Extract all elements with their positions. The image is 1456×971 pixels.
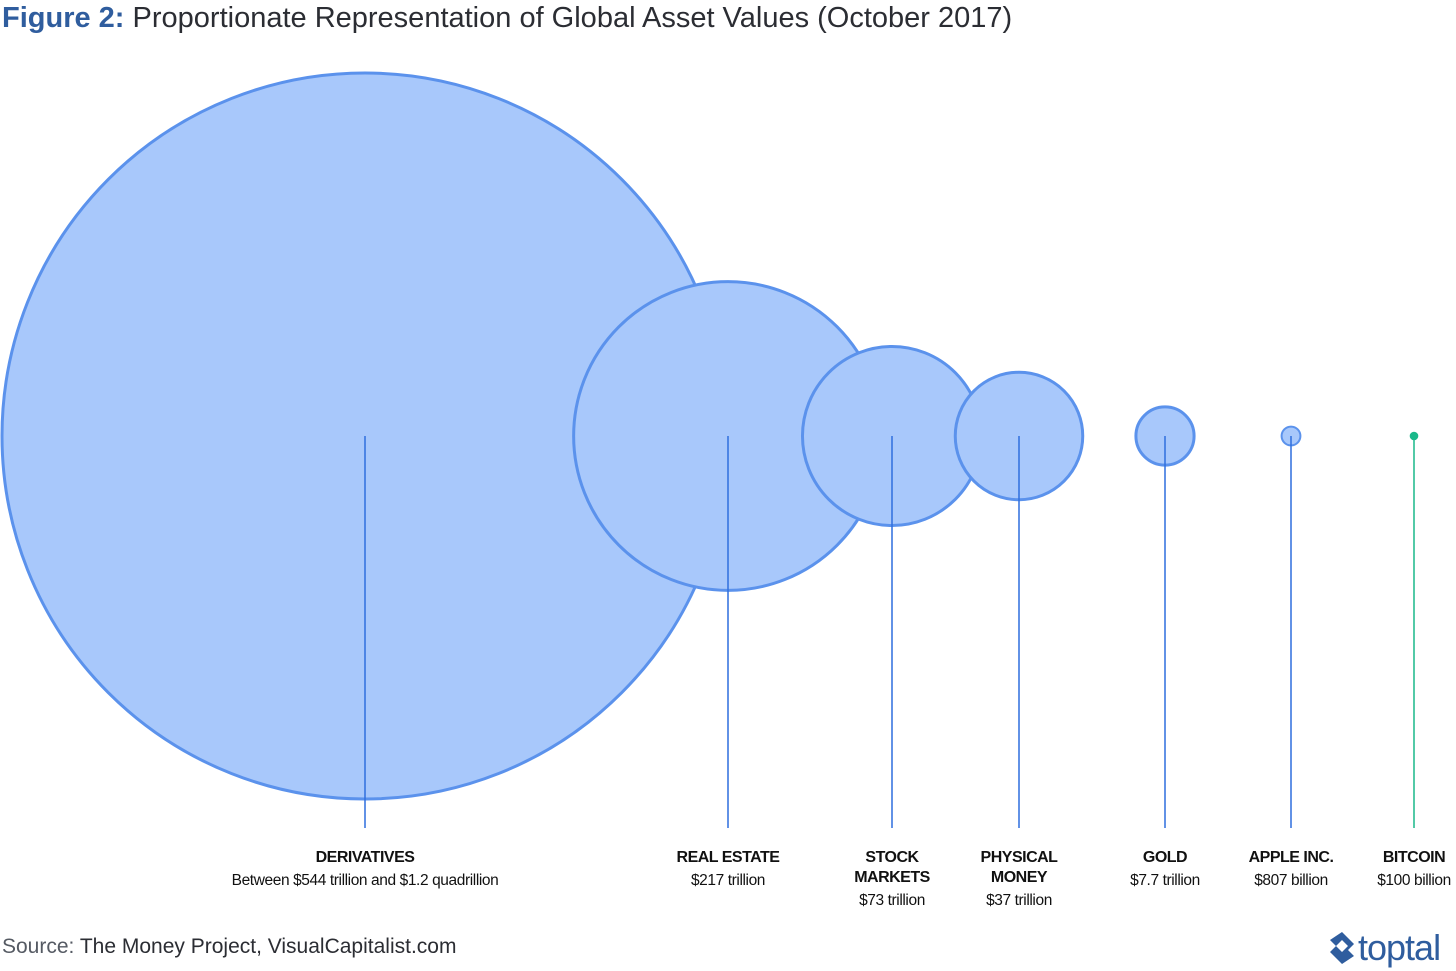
label-stock-markets-line-1: STOCK [865,849,919,866]
label-gold: GOLD [1143,849,1187,866]
value-derivatives: Between $544 trillion and $1.2 quadrilli… [232,872,499,889]
label-stock-markets-line-2: MARKETS [854,869,930,886]
value-bitcoin: $100 billion [1377,872,1451,889]
label-physical-money-line-2: MONEY [991,869,1048,886]
label-derivatives: DERIVATIVES [316,849,416,866]
value-stock-markets: $73 trillion [859,892,925,909]
value-real-estate: $217 trillion [691,872,765,889]
label-bitcoin: BITCOIN [1383,849,1445,866]
source-text: The Money Project, VisualCapitalist.com [79,935,457,958]
figure-label: Figure 2: [2,2,125,34]
figure-title: Proportionate Representation of Global A… [132,2,1013,34]
value-apple-inc: $807 billion [1254,872,1328,889]
value-physical-money: $37 trillion [986,892,1052,909]
label-apple-inc: APPLE INC. [1249,849,1334,866]
source-note: Source: The Money Project, VisualCapital… [2,935,456,959]
chart-title: Figure 2: Proportionate Representation o… [2,2,1012,35]
brand-name: toptal [1358,928,1441,968]
toptal-logo-icon [1330,932,1354,964]
toptal-logo: toptal [1328,928,1456,968]
label-real-estate: REAL ESTATE [677,849,781,866]
bubble-chart: DERIVATIVES Between $544 trillion and $1.… [0,71,1451,909]
label-physical-money-line-1: PHYSICAL [981,849,1059,866]
source-label: Source: [2,935,75,958]
value-gold: $7.7 trillion [1130,872,1200,889]
